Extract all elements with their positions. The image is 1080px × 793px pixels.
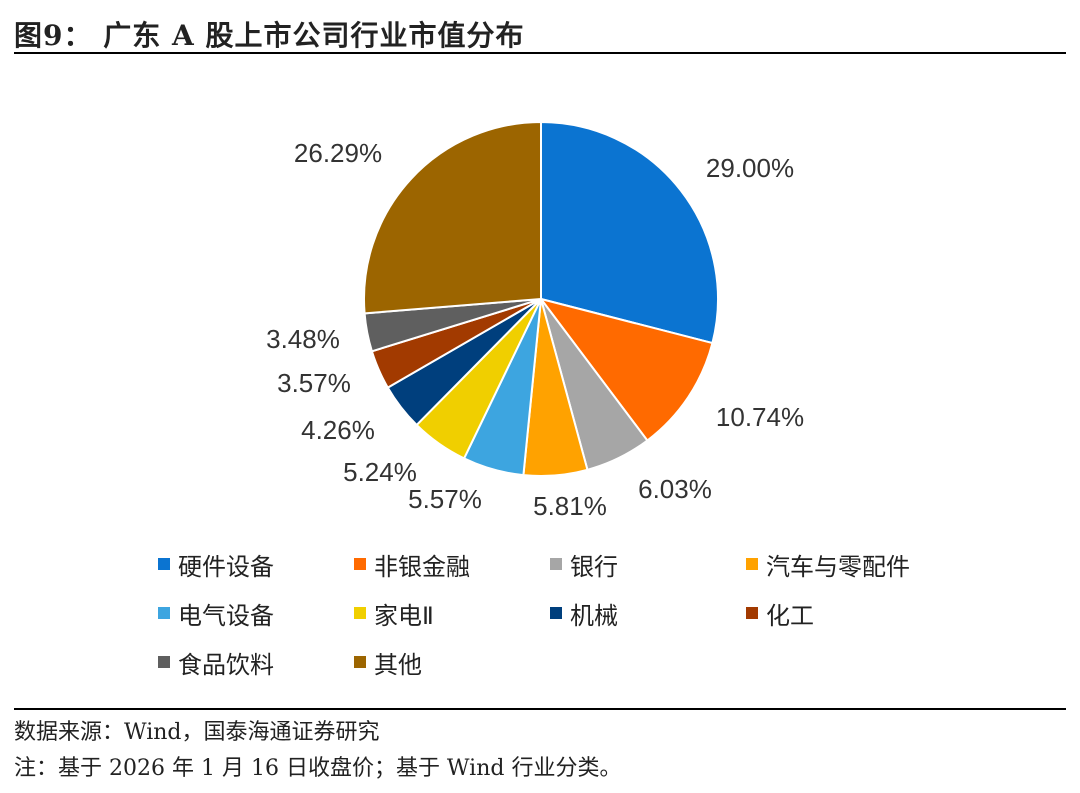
pie-slice-1 [540,120,719,345]
legend-item-3: 银行 [550,548,618,581]
pie-slice-2 [538,297,714,442]
pie-data-label-2: 10.74% [716,402,804,432]
pie-data-label-4: 5.81% [533,491,607,521]
legend-swatch [158,656,170,668]
legend-swatch [746,558,758,570]
legend-swatch [550,558,562,570]
legend-label: 非银金融 [374,552,470,581]
footer-rule [14,708,1066,710]
legend-label: 家电Ⅱ [374,601,434,630]
legend-item-1: 硬件设备 [158,548,274,581]
legend-label: 汽车与零配件 [766,552,910,581]
pie-data-label-7: 4.26% [301,415,375,445]
pie-data-label-6: 5.24% [343,457,417,487]
pie-data-label-8: 3.57% [277,368,351,398]
pie-data-label-3: 6.03% [638,474,712,504]
legend-item-7: 机械 [550,597,618,630]
legend-item-6: 家电Ⅱ [354,597,434,630]
figure-title: 图9： 广东 A 股上市公司行业市值分布 [14,19,525,52]
pie-data-label-9: 3.48% [266,324,340,354]
legend-label: 食品饮料 [178,650,274,679]
pie-data-label-1: 29.00% [706,153,794,183]
legend-item-5: 电气设备 [158,597,274,630]
legend-label: 银行 [570,552,618,581]
pie-slices [363,120,719,477]
legend-swatch [550,607,562,619]
data-source: 数据来源：Wind，国泰海通证券研究 [14,720,380,745]
pie-chart: 29.00% 10.74% 6.03% 5.81% 5.57%5.24% 4.26% 3.5… [266,120,804,521]
legend-swatch [746,607,758,619]
legend-label: 化工 [766,601,814,630]
pie-slice-10 [363,120,542,315]
legend-item-2: 非银金融 [354,548,470,581]
pie-data-labels: 29.00% 10.74% 6.03% 5.81% 5.57%5.24% 4.26% 3.5… [266,138,804,521]
legend-swatch [158,558,170,570]
pie-data-label-5: 5.57% [408,484,482,514]
title-rule [14,52,1066,54]
legend-item-10: 其他 [354,646,422,679]
legend-swatch [354,656,366,668]
footnote: 注：基于 2026 年 1 月 16 日收盘价；基于 Wind 行业分类。 [14,756,622,781]
legend-item-9: 食品饮料 [158,646,274,679]
legend-label: 机械 [570,601,618,630]
legend-swatch [354,607,366,619]
legend-item-8: 化工 [746,597,814,630]
legend-label: 其他 [374,650,422,679]
legend-swatch [158,607,170,619]
pie-data-label-10: 26.29% [294,138,382,168]
legend-label: 电气设备 [178,601,274,630]
legend-swatch [354,558,366,570]
legend-item-4: 汽车与零配件 [746,548,910,581]
legend-label: 硬件设备 [178,552,274,581]
